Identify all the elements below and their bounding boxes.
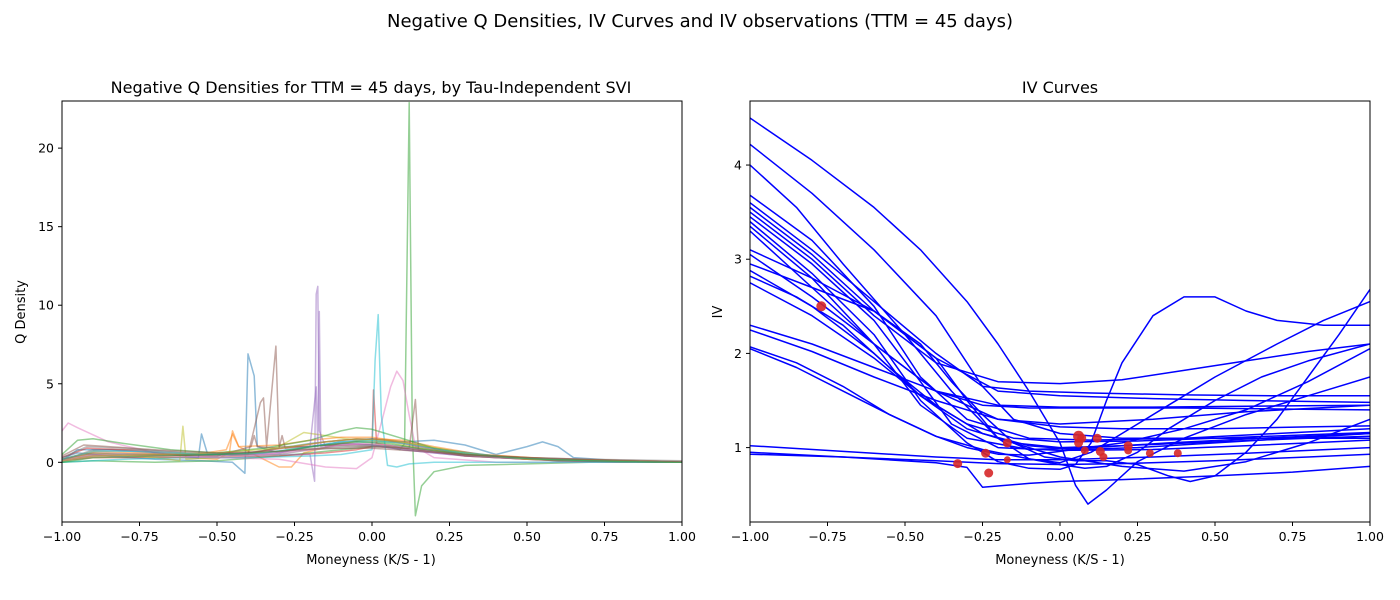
- iv-observation-point-0: [816, 301, 827, 312]
- iv-observation-point-5: [1003, 456, 1011, 464]
- iv-observation-point-10: [1092, 433, 1102, 443]
- x-tick-label: 1.00: [668, 529, 696, 544]
- iv-curve-line-7: [750, 216, 1370, 452]
- iv-curve-line-4: [750, 202, 1370, 397]
- x-tick-label: 0.25: [436, 529, 464, 544]
- iv-curves-plot-area: [750, 117, 1370, 505]
- iv-curve-line-22: [750, 451, 1370, 488]
- x-tick-label: 1.00: [1356, 529, 1384, 544]
- y-tick-label: 3: [734, 252, 742, 267]
- iv-curve-line-23: [750, 453, 1370, 466]
- x-tick-label: 0.75: [1279, 529, 1307, 544]
- q-density-frame: [61, 100, 683, 523]
- q-density-title: Negative Q Densities for TTM = 45 days, …: [111, 78, 632, 97]
- iv-observation-point-16: [1173, 449, 1182, 458]
- q-density-line-20: [62, 441, 682, 464]
- x-tick-label: −0.50: [886, 529, 924, 544]
- q-density-ylabel: Q Density: [14, 280, 29, 344]
- q-density-xlabel: Moneyness (K/S - 1): [306, 553, 436, 568]
- iv-curve-line-16: [750, 282, 1370, 443]
- x-tick-label: −0.25: [963, 529, 1001, 544]
- iv-curves-ticks: −1.00 −0.75 −0.50 −0.25 0.00 0.25 0.50 0.75 1.00…: [731, 158, 1384, 544]
- q-density-ticks: −1.00 −0.75 −0.50 −0.25 0.00 0.25 0.50 0.75 1.00…: [38, 141, 696, 544]
- y-tick-label: 4: [734, 158, 742, 173]
- x-tick-label: 0.25: [1124, 529, 1152, 544]
- y-tick-label: 1: [734, 440, 742, 455]
- x-tick-label: −0.50: [198, 529, 236, 544]
- x-tick-label: −0.75: [808, 529, 846, 544]
- iv-observation-point-12: [1099, 453, 1108, 461]
- iv-curve-line-19: [750, 346, 1370, 456]
- y-tick-label: 10: [38, 298, 54, 313]
- iv-observation-point-8: [1077, 433, 1087, 443]
- iv-curve-line-17: [750, 324, 1370, 411]
- figure-title: Negative Q Densities, IV Curves and IV o…: [387, 11, 1013, 32]
- x-tick-label: 0.50: [513, 529, 541, 544]
- y-tick-label: 15: [38, 219, 54, 234]
- iv-observation-point-15: [1145, 449, 1154, 458]
- iv-curves-ylabel: IV: [711, 306, 726, 319]
- y-tick-label: 20: [38, 141, 54, 156]
- y-tick-label: 0: [46, 455, 54, 470]
- iv-curve-line-10: [750, 230, 1370, 408]
- iv-curves-panel: IV Curves Moneyness (K/S - 1) IV −1.00 −0…: [711, 78, 1384, 568]
- iv-curves-title: IV Curves: [1022, 78, 1098, 97]
- iv-observation-point-3: [984, 468, 994, 478]
- iv-curve-line-18: [750, 329, 1370, 430]
- iv-observation-point-14: [1124, 446, 1133, 455]
- q-density-line-18: [62, 437, 682, 464]
- iv-observation-point-9: [1080, 446, 1089, 455]
- iv-observation-point-1: [953, 459, 963, 469]
- iv-curve-line-20: [750, 343, 1370, 470]
- q-density-panel: Negative Q Densities for TTM = 45 days, …: [14, 78, 696, 568]
- iv-observation-point-2: [981, 448, 991, 458]
- iv-curve-line-21: [750, 444, 1370, 461]
- q-density-line-21: [62, 444, 682, 463]
- x-tick-label: −0.75: [120, 529, 158, 544]
- q-density-plot-area: [62, 101, 682, 517]
- x-tick-label: −0.25: [275, 529, 313, 544]
- iv-curves-xlabel: Moneyness (K/S - 1): [995, 553, 1125, 568]
- y-tick-label: 2: [734, 346, 742, 361]
- x-tick-label: −1.00: [43, 529, 81, 544]
- iv-curves-frame: [749, 100, 1371, 523]
- iv-curve-line-6: [750, 211, 1370, 385]
- x-tick-label: −1.00: [731, 529, 769, 544]
- iv-observation-point-4: [1002, 438, 1012, 448]
- iv-curve-line-1: [750, 143, 1370, 439]
- y-tick-label: 5: [46, 376, 54, 391]
- iv-curve-line-11: [750, 249, 1370, 464]
- x-tick-label: 0.00: [1046, 529, 1074, 544]
- iv-curve-line-9: [750, 225, 1370, 451]
- x-tick-label: 0.50: [1201, 529, 1229, 544]
- iv-curve-line-13: [750, 263, 1370, 483]
- iv-curve-line-8: [750, 221, 1370, 471]
- x-tick-label: 0.00: [358, 529, 386, 544]
- x-tick-label: 0.75: [591, 529, 619, 544]
